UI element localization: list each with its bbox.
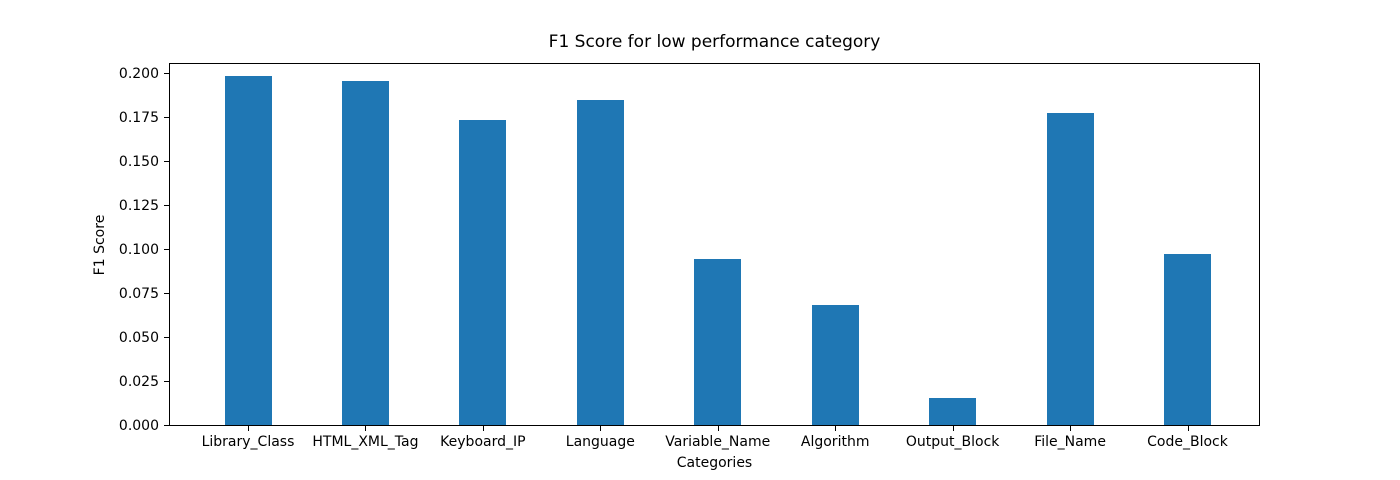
x-tick-label: Algorithm	[800, 434, 870, 450]
y-tick-mark	[164, 249, 169, 250]
y-tick-label: 0.075	[118, 286, 159, 302]
bar-algorithm	[811, 304, 859, 426]
y-tick-mark	[164, 205, 169, 206]
y-tick-mark	[164, 293, 169, 294]
y-tick-label: 0.025	[118, 374, 159, 390]
x-tick-label: HTML_XML_Tag	[312, 434, 419, 450]
y-tick-label: 0.100	[118, 242, 159, 258]
y-tick-label: 0.175	[118, 110, 159, 126]
bar-library_class	[224, 75, 272, 426]
y-tick-label: 0.000	[118, 418, 159, 434]
y-tick-mark	[164, 117, 169, 118]
x-tick-mark	[1187, 426, 1189, 431]
chart-title: F1 Score for low performance category	[548, 32, 881, 52]
x-tick-mark	[248, 426, 249, 431]
y-tick-mark	[164, 161, 169, 162]
x-tick-label: Output_Block	[905, 434, 1000, 450]
plot-area: Library_Class HTML_XML_Tag Keyboard_IP Lang…	[119, 63, 1260, 450]
bar-code_block	[1164, 253, 1212, 426]
y-tick-label: 0.050	[118, 330, 159, 346]
bar-output_block	[929, 397, 977, 426]
x-tick-label: Variable_Name	[665, 434, 771, 450]
bar-keyboard_ip	[459, 119, 507, 426]
bar-language	[576, 100, 624, 426]
x-tick-mark	[835, 426, 837, 431]
y-tick-label: 0.125	[118, 198, 159, 214]
bar-html_xml_tag	[341, 81, 389, 426]
x-tick-mark	[482, 426, 484, 431]
y-tick-mark	[164, 73, 169, 74]
x-tick-mark	[717, 426, 719, 431]
x-tick-label: Language	[565, 434, 635, 450]
bar-file_name	[1046, 112, 1094, 426]
y-tick-mark	[164, 337, 169, 338]
bar-variable_name	[694, 258, 742, 426]
y-tick-mark	[164, 425, 169, 426]
y-tick-label: 0.150	[118, 154, 159, 170]
x-tick-label: Keyboard_IP	[440, 434, 526, 450]
x-tick-mark	[365, 426, 367, 431]
x-tick-mark	[952, 426, 954, 431]
y-tick-mark	[164, 381, 169, 382]
y-axis-label: F1 Score	[92, 214, 108, 276]
x-tick-mark	[600, 426, 602, 431]
y-tick-label: 0.200	[118, 66, 159, 82]
x-axis-label: Categories	[676, 455, 753, 471]
x-tick-mark	[1070, 426, 1072, 431]
x-tick-label: File_Name	[1034, 434, 1106, 450]
x-tick-label: Library_Class	[201, 434, 295, 450]
x-tick-label: Code_Block	[1147, 434, 1228, 450]
